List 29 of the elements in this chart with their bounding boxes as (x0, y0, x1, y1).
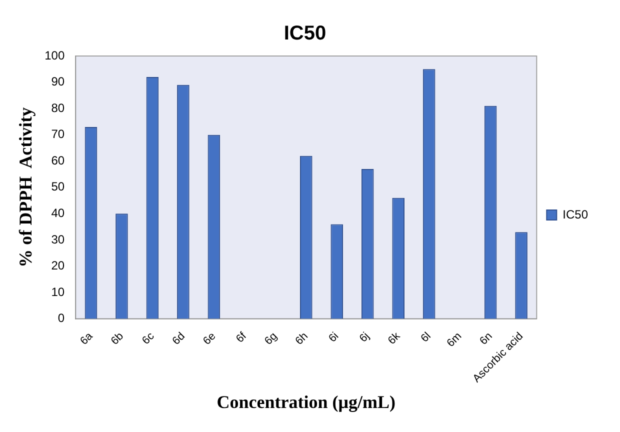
y-tick-label: 80 (51, 100, 65, 115)
y-tick-label: 20 (51, 258, 65, 273)
legend-label: IC50 (562, 207, 588, 222)
x-tick-label: 6i (326, 330, 342, 345)
x-tick-label: 6l (418, 330, 434, 345)
x-tick-label: 6c (140, 330, 158, 347)
y-tick-label: 90 (51, 74, 65, 89)
y-tick-label: 60 (51, 153, 65, 168)
x-tick-label: 6n (478, 330, 495, 348)
x-tick-label: 6j (357, 330, 372, 345)
y-tick-label: 70 (51, 127, 65, 142)
x-tick-label: 6a (78, 330, 96, 348)
y-tick-label: 50 (51, 180, 65, 194)
x-tick-label: 6b (108, 330, 126, 348)
x-tick-label: 6d (170, 330, 188, 348)
x-tick-label: 6g (262, 330, 280, 348)
y-tick-label: 40 (51, 206, 65, 220)
y-axis-title: % of DPPH Activity (15, 107, 36, 268)
x-tick-label: 6h (293, 330, 310, 348)
x-tick-label: 6k (386, 330, 403, 347)
y-tick-label: 10 (51, 284, 65, 299)
x-tick-label: 6f (234, 330, 250, 346)
y-tick-label: 100 (44, 48, 65, 62)
y-tick-label: 0 (58, 311, 65, 326)
x-axis-title: Concentration (μg/mL) (216, 392, 396, 412)
x-tick-label: 6m (444, 330, 464, 350)
x-tick-label: 6e (201, 330, 218, 348)
y-tick-label: 30 (51, 232, 65, 246)
chart-title: IC50 (284, 22, 326, 45)
